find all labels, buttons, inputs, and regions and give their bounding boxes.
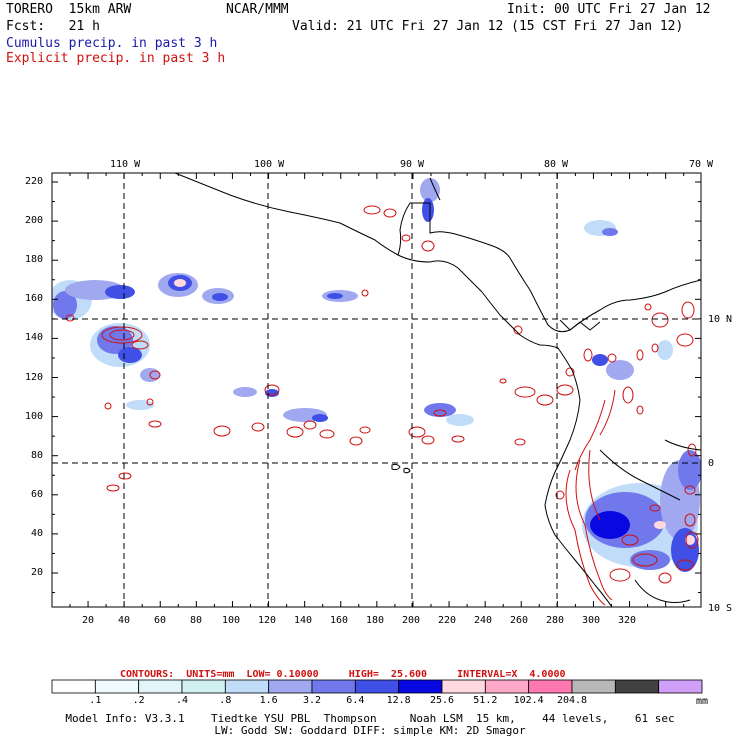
y-tick-label: 100 (25, 411, 44, 422)
model-name: TORERO 15km ARW (6, 2, 132, 17)
lat-label-10n: 10 N (708, 314, 733, 325)
contour-info: CONTOURS: UNITS=mm LOW= 0.10000 HIGH= 25… (120, 669, 566, 680)
organization: NCAR/MMM (226, 2, 289, 17)
y-tick-label: 60 (31, 489, 44, 500)
y-tick-label: 220 (25, 176, 44, 187)
model-info-line1: Model Info: V3.3.1 Tiedtke YSU PBL Thomp… (65, 712, 675, 725)
latlon-grid (52, 173, 701, 607)
forecast-hour: Fcst: 21 h (6, 19, 100, 34)
x-tick-label: 240 (474, 615, 493, 626)
x-tick-label: 20 (82, 615, 95, 626)
x-tick-label: 80 (190, 615, 203, 626)
explicit-precip-contours (65, 205, 699, 606)
field-cumulus-label: Cumulus precip. in past 3 h (6, 36, 218, 51)
colorbar (51, 679, 703, 694)
x-tick-label: 60 (154, 615, 167, 626)
axis-ticks (52, 173, 701, 607)
x-tick-label: 300 (582, 615, 601, 626)
y-tick-label: 200 (25, 215, 44, 226)
lat-label-0: 0 (708, 458, 715, 469)
colorbar-label: 1.6 (259, 695, 278, 706)
y-tick-label: 140 (25, 332, 44, 343)
model-info-line2: LW: Godd SW: Goddard DIFF: simple KM: 2D… (214, 724, 526, 737)
y-tick-label: 20 (31, 567, 44, 578)
x-tick-label: 200 (402, 615, 421, 626)
x-tick-label: 320 (618, 615, 637, 626)
colorbar-swatch (51, 679, 96, 694)
lat-label-10s: 10 S (708, 603, 733, 614)
colorbar-label: .1 (89, 695, 102, 706)
x-tick-label: 100 (222, 615, 241, 626)
colorbar-swatch (571, 679, 616, 694)
init-time: Init: 00 UTC Fri 27 Jan 12 (507, 2, 711, 17)
colorbar-unit: mm (696, 696, 709, 707)
x-tick-label: 40 (118, 615, 131, 626)
colorbar-label: .4 (175, 695, 189, 706)
y-tick-label: 120 (25, 372, 44, 383)
lon-label-90w: 90 W (400, 159, 425, 170)
y-tick-label: 40 (31, 528, 44, 539)
colorbar-label: 25.6 (429, 695, 455, 706)
x-tick-label: 260 (510, 615, 529, 626)
lon-label-110w: 110 W (110, 159, 141, 170)
cumulus-precip-shading (52, 178, 701, 572)
field-explicit-label: Explicit precip. in past 3 h (6, 51, 226, 66)
x-tick-label: 160 (330, 615, 349, 626)
coastlines (174, 173, 701, 607)
y-tick-label: 160 (25, 293, 44, 304)
colorbar-label: .2 (132, 695, 145, 706)
colorbar-label: 51.2 (473, 695, 498, 706)
colorbar-label: 6.4 (346, 695, 365, 706)
colorbar-label: 3.2 (302, 695, 322, 706)
x-tick-label: 180 (366, 615, 385, 626)
colorbar-label: 102.4 (513, 695, 544, 706)
y-tick-label: 80 (31, 450, 44, 461)
colorbar-swatch (658, 679, 703, 694)
y-tick-label: 180 (25, 254, 44, 265)
lon-label-100w: 100 W (254, 159, 285, 170)
colorbar-label: 12.8 (386, 695, 411, 706)
colorbar-label: 204.8 (556, 695, 588, 706)
lon-label-80w: 80 W (544, 159, 569, 170)
colorbar-swatch (614, 679, 660, 694)
x-tick-label: 120 (258, 615, 277, 626)
lon-label-70w: 70 W (689, 159, 714, 170)
colorbar-label: .8 (219, 695, 232, 706)
x-tick-label: 220 (438, 615, 457, 626)
valid-time: Valid: 21 UTC Fri 27 Jan 12 (15 CST Fri … (292, 19, 684, 34)
x-tick-label: 280 (546, 615, 565, 626)
x-tick-label: 140 (294, 615, 313, 626)
